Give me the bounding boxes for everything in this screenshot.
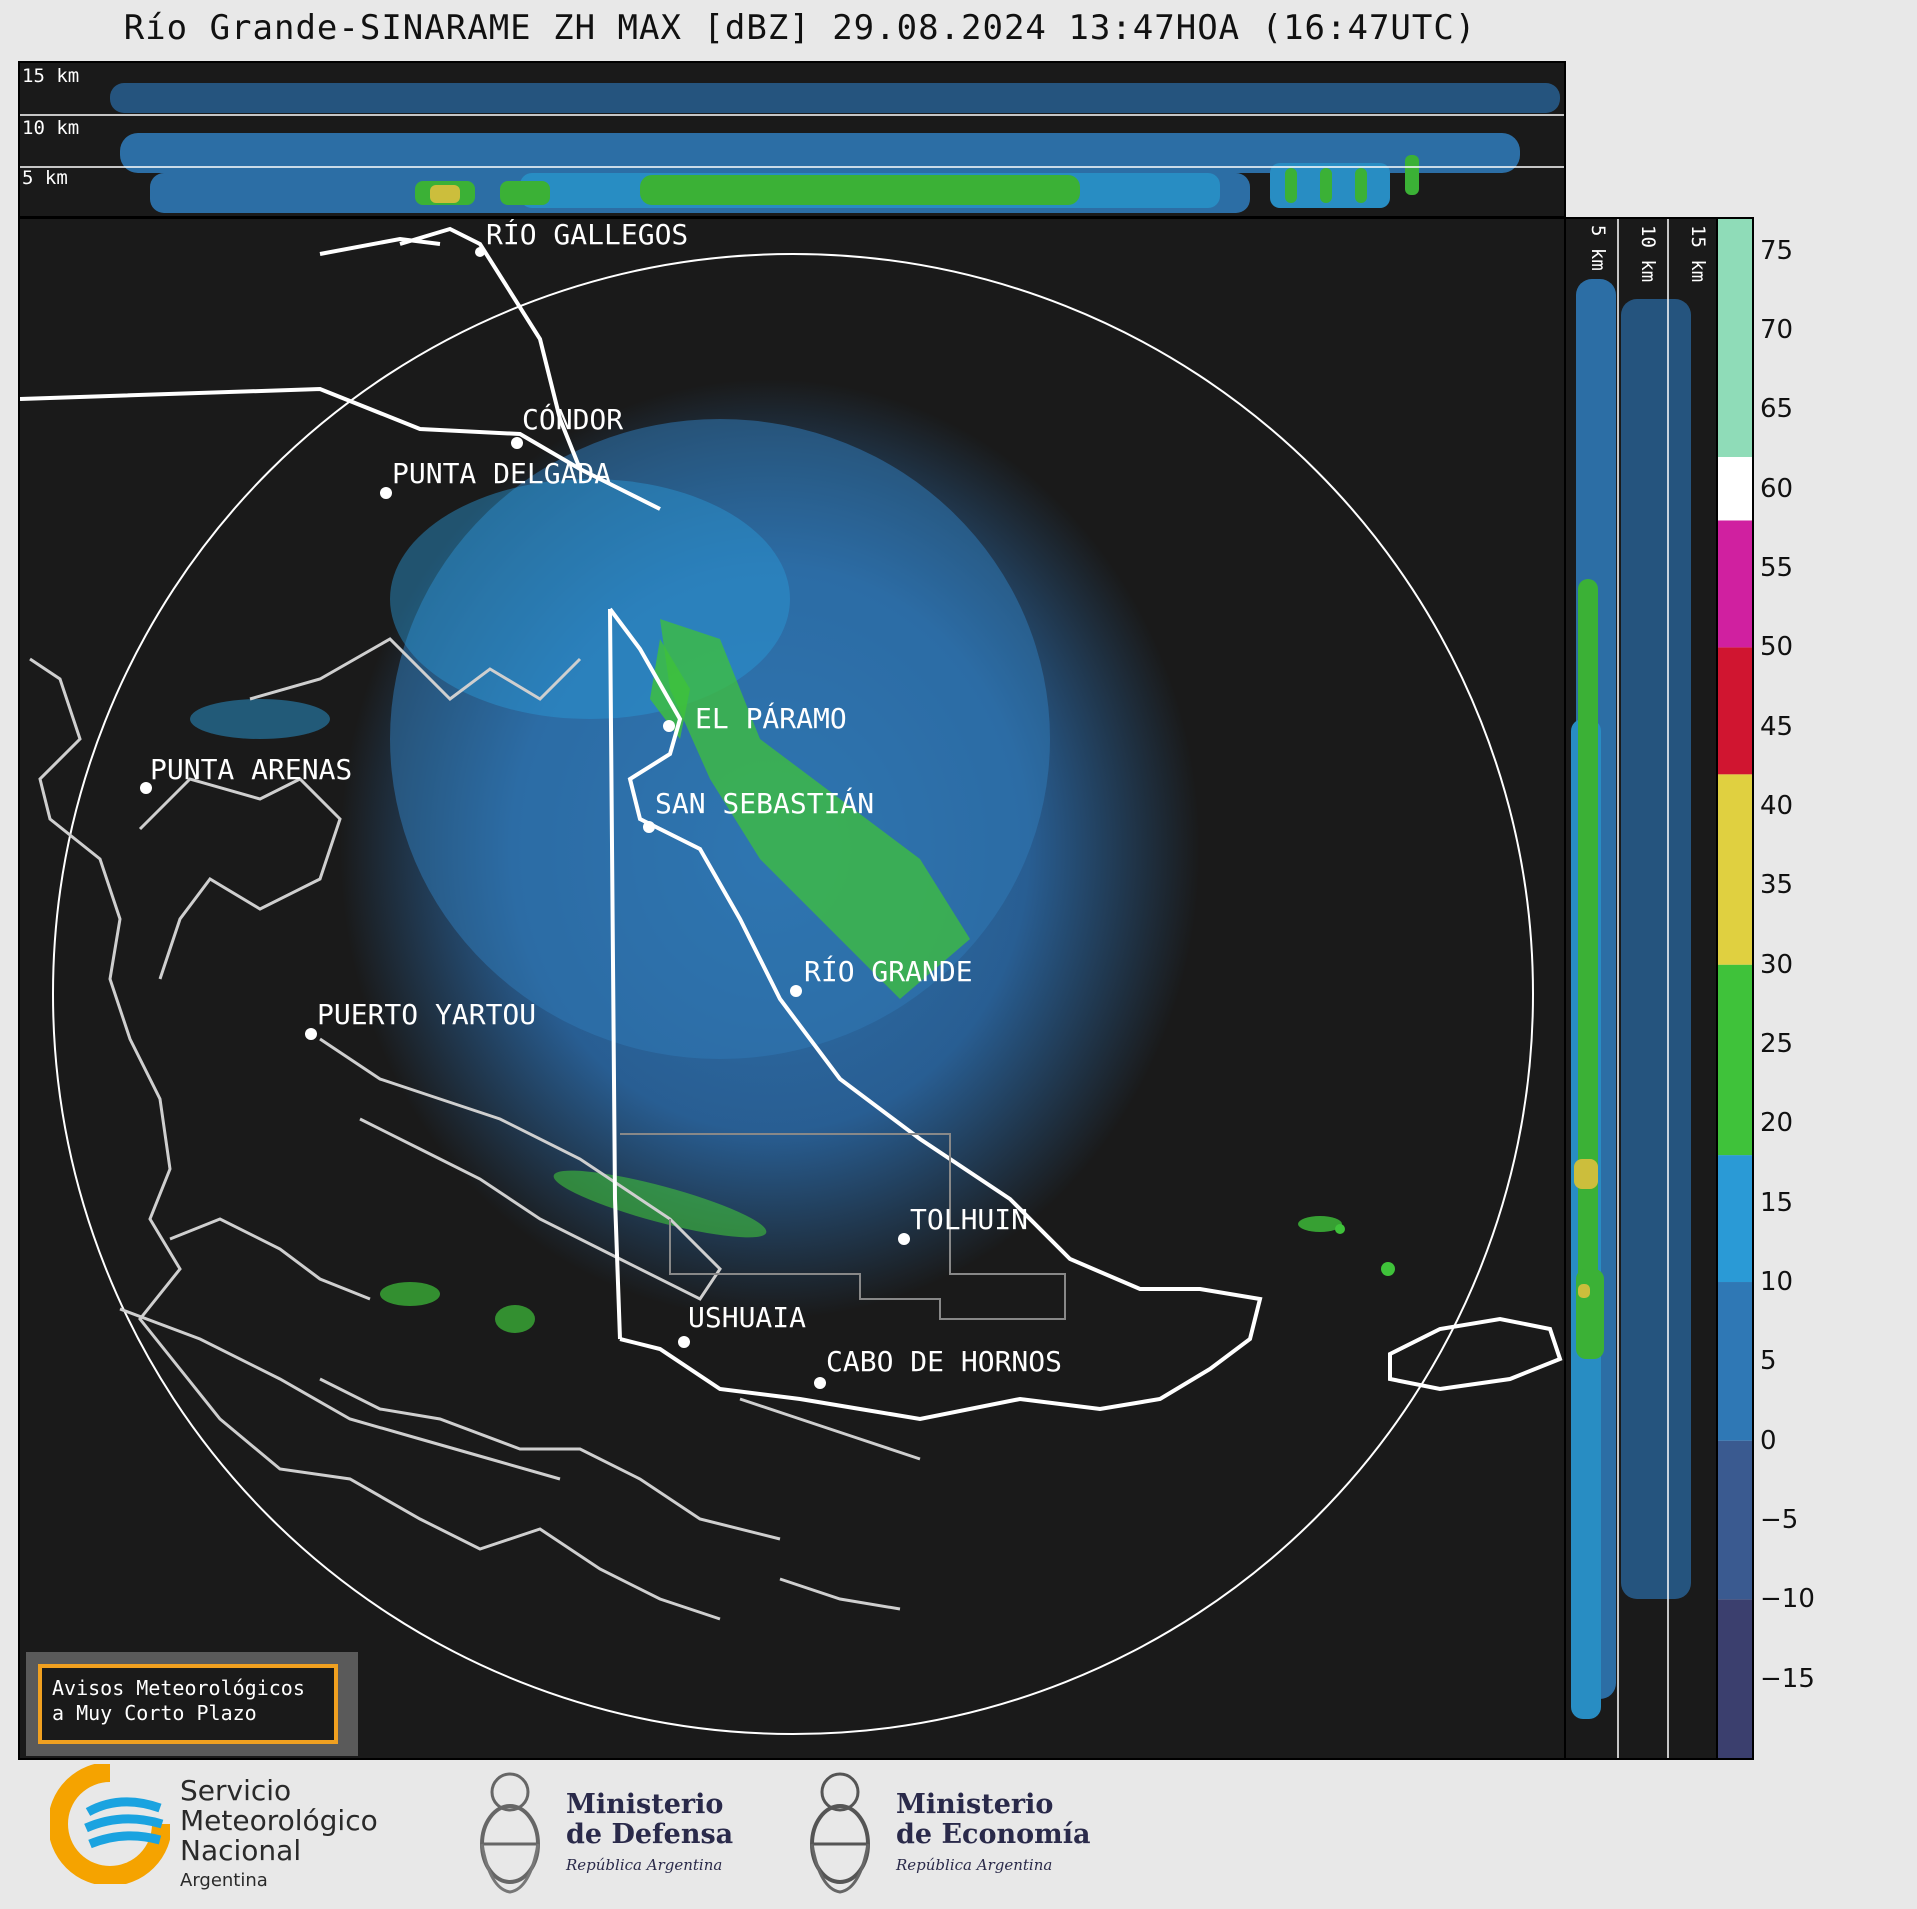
place-label-ushuaia: USHUAIA <box>688 1301 806 1334</box>
colorbar-band <box>1718 219 1752 457</box>
colorbar-tick-label: 30 <box>1760 949 1794 980</box>
place-label-tolhuin: TOLHUIN <box>910 1203 1028 1236</box>
side-height-label-5: 5 km <box>1587 225 1609 271</box>
place-label-rio-grande: RÍO GRANDE <box>804 954 973 988</box>
coastlines <box>29 637 921 1621</box>
colorbar-band <box>1718 774 1752 965</box>
place-markers <box>140 247 910 1389</box>
colorbar-band <box>1718 964 1752 1156</box>
side-cross-section-panel: 5 km 10 km 15 km <box>1564 217 1718 1760</box>
place-label-condor: CÓNDOR <box>522 402 623 436</box>
smn-wordmark: Servicio Meteorológico Nacional Argentin… <box>180 1774 378 1892</box>
notice-line-1: Avisos Meteorológicos <box>52 1676 305 1700</box>
colorbar-tick-label: 70 <box>1760 315 1794 346</box>
colorbar-tick-label: 5 <box>1760 1346 1777 1377</box>
colorbar-tick-label: 65 <box>1760 394 1794 425</box>
colorbar-tick-label: 75 <box>1760 235 1794 266</box>
range-ring <box>52 253 1534 1735</box>
place-label-puerto-yartou: PUERTO YARTOU <box>317 998 536 1031</box>
place-label-el-paramo: EL PÁRAMO <box>695 701 847 735</box>
coat-of-arms-icon <box>480 1772 540 1894</box>
borders <box>20 226 1563 1422</box>
province-boundary <box>620 1133 1066 1320</box>
colorbar-tick-label: 20 <box>1760 1108 1794 1139</box>
top-cross-section-panel: 15 km 10 km 5 km <box>18 61 1566 218</box>
side-height-label-15: 15 km <box>1687 225 1709 282</box>
top-height-label-10: 10 km <box>22 117 79 139</box>
smn-logo-icon <box>50 1764 170 1884</box>
colorbar-tick-label: 0 <box>1760 1425 1777 1456</box>
top-height-label-5: 5 km <box>22 167 68 189</box>
colorbar-tick-label: 55 <box>1760 553 1794 584</box>
economia-wordmark: Ministerio de Economía República Argenti… <box>896 1789 1091 1875</box>
colorbar-tick-label: 45 <box>1760 711 1794 742</box>
colorbar-band <box>1718 647 1752 775</box>
reflectivity-echoes <box>190 379 1395 1333</box>
colorbar-tick-label: 35 <box>1760 870 1794 901</box>
coat-of-arms-icon <box>810 1772 870 1894</box>
colorbar-band <box>1718 1599 1752 1758</box>
colorbar-tick-label: 40 <box>1760 791 1794 822</box>
radar-map-panel: RÍO GALLEGOS CÓNDOR PUNTA DELGADA EL PÁR… <box>18 217 1566 1760</box>
place-label-punta-delgada: PUNTA DELGADA <box>392 457 611 490</box>
top-height-label-15: 15 km <box>22 65 79 87</box>
defensa-wordmark: Ministerio de Defensa República Argentin… <box>566 1789 734 1875</box>
colorbar-tick-label: −15 <box>1760 1663 1815 1694</box>
colorbar-tick-label: 10 <box>1760 1267 1794 1298</box>
colorbar-scale <box>1718 219 1752 1758</box>
colorbar-band <box>1718 1155 1752 1283</box>
notice-line-2: a Muy Corto Plazo <box>52 1701 257 1725</box>
place-label-cabo-de-hornos: CABO DE HORNOS <box>826 1345 1062 1378</box>
top-cross-section-chart: 15 km 10 km 5 km <box>20 65 1564 213</box>
colorbar-tick-label: −5 <box>1760 1505 1799 1535</box>
side-height-label-10: 10 km <box>1637 225 1659 282</box>
colorbar-band <box>1718 520 1752 648</box>
place-label-rio-gallegos: RÍO GALLEGOS <box>486 219 688 251</box>
place-label-punta-arenas: PUNTA ARENAS <box>150 753 352 786</box>
colorbar-band <box>1718 1440 1752 1600</box>
colorbar-tick-label: −10 <box>1760 1584 1815 1615</box>
colorbar-tick-label: 25 <box>1760 1029 1794 1060</box>
colorbar-tick-label: 50 <box>1760 632 1794 663</box>
notice-box[interactable]: Avisos Meteorológicos a Muy Corto Plazo <box>38 1664 338 1744</box>
colorbar-band <box>1718 1282 1752 1441</box>
map-title: Río Grande-SINARAME ZH MAX [dBZ] 29.08.2… <box>123 8 1477 48</box>
radar-map: RÍO GALLEGOS CÓNDOR PUNTA DELGADA EL PÁR… <box>20 219 1563 1735</box>
colorbar-tick-label: 15 <box>1760 1187 1794 1218</box>
colorbar <box>1716 217 1754 1760</box>
colorbar-band <box>1718 456 1752 521</box>
place-label-san-sebastian: SAN SEBASTIÁN <box>655 786 874 820</box>
colorbar-tick-label: 60 <box>1760 473 1794 504</box>
side-cross-section-chart: 5 km 10 km 15 km <box>1571 219 1709 1758</box>
